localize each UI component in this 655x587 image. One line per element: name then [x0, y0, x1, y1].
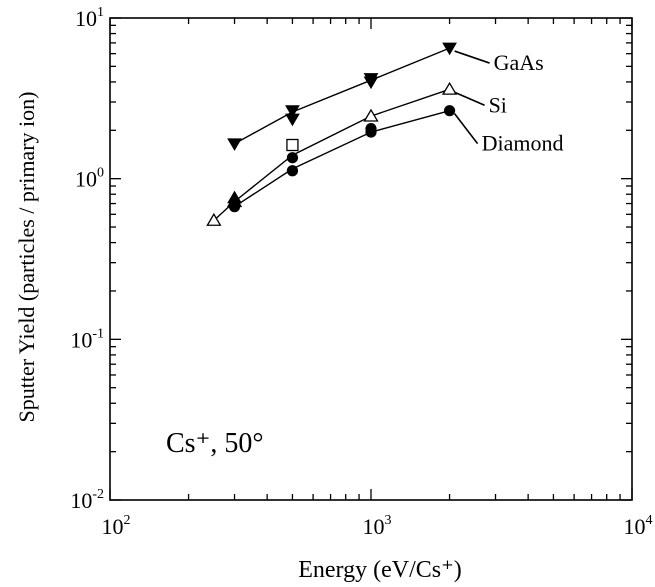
x-tick-label: 103 [363, 513, 392, 539]
y-tick-label: 10-2 [70, 487, 104, 513]
leader-line-diamond [453, 113, 479, 145]
marker-diamond [443, 105, 456, 117]
series-label-gaas: GaAs [494, 50, 544, 75]
data-markers [206, 42, 458, 226]
marker-extra [286, 152, 299, 164]
leader-line-gaas [454, 50, 490, 64]
marker-diamond [286, 165, 299, 177]
y-tick-label: 10-1 [70, 326, 104, 352]
marker-diamond [228, 201, 241, 213]
marker-gaas [363, 76, 379, 90]
y-tick-label: 100 [75, 166, 104, 192]
leader-line-si [454, 91, 485, 107]
marker-gaas [285, 105, 300, 118]
marker-gaas [285, 113, 300, 127]
series-line-gaas [234, 47, 450, 145]
marker-extra [227, 190, 242, 204]
x-tick-label: 102 [102, 513, 131, 539]
marker-diamond [365, 122, 377, 135]
x-axis-label: Energy (eV/Cs⁺) [298, 557, 462, 583]
marker-gaas [227, 138, 242, 151]
series-label-si: Si [489, 92, 507, 117]
series-line-si [213, 88, 450, 221]
y-tick-label: 101 [75, 5, 104, 31]
series-lines [213, 47, 450, 221]
axis-ticks [109, 17, 633, 501]
y-axis-label: Sputter Yield (particles / primary ion) [14, 92, 39, 423]
series-label-diamond: Diamond [482, 131, 564, 156]
condition-annotation: Cs⁺, 50° [166, 428, 264, 459]
marker-si [363, 108, 379, 122]
marker-si [441, 81, 458, 95]
marker-extra [286, 138, 299, 152]
series-line-diamond [234, 110, 450, 208]
tick-labels: 102 103 104 10-2 10-1 100 101 GaAs Si Diamond [70, 5, 652, 539]
marker-si [206, 212, 222, 226]
x-tick-label: 104 [624, 513, 653, 539]
marker-gaas [442, 42, 457, 56]
